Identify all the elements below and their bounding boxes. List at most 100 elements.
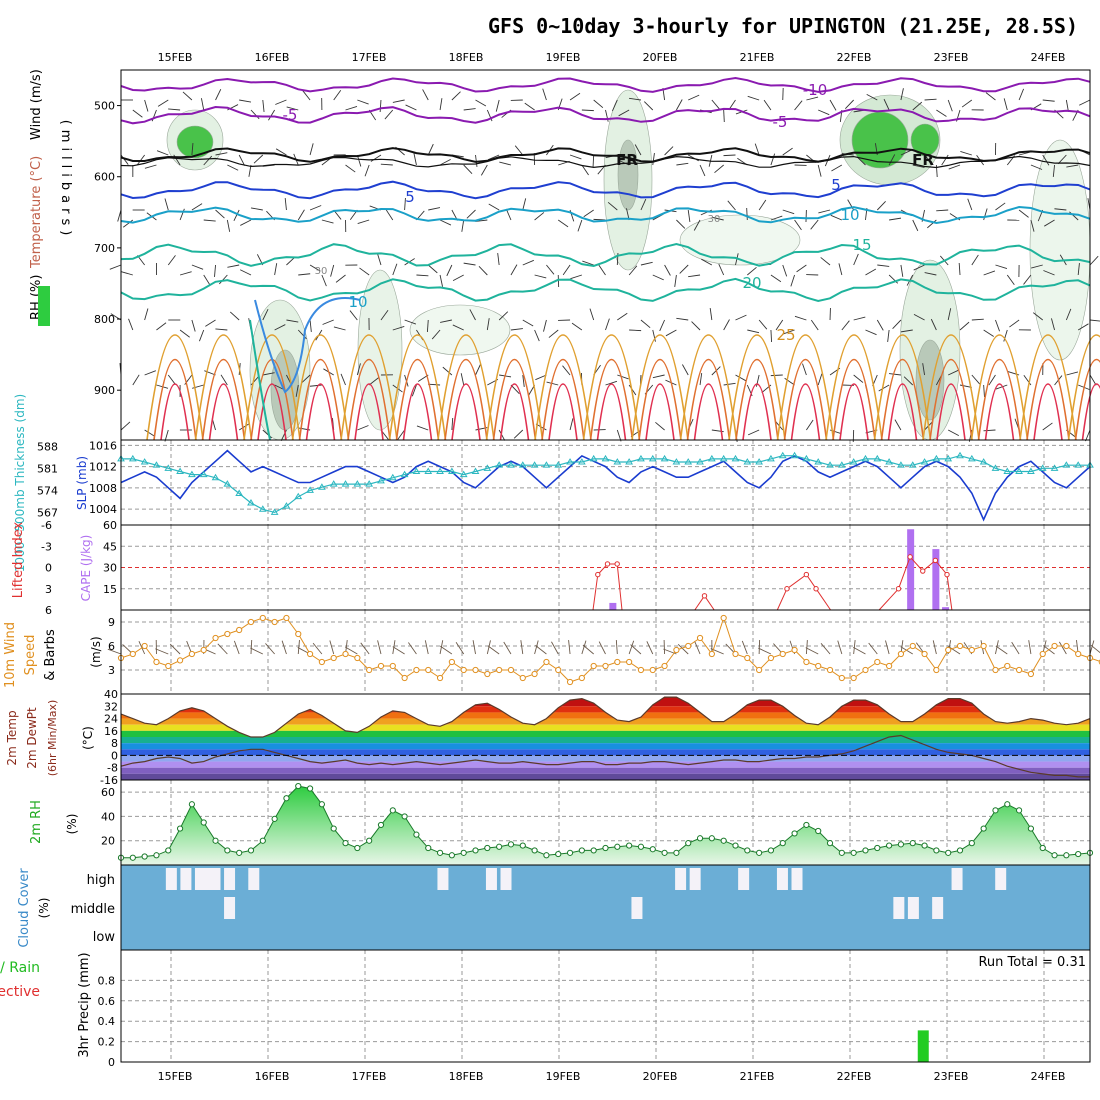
wind-barb — [995, 645, 1008, 655]
x-tick-label-bottom: 21FEB — [740, 1070, 775, 1083]
wind-barb — [770, 153, 776, 166]
wind-barb — [408, 642, 417, 655]
rh-line-point — [744, 847, 751, 854]
precip-tick-label: 0 — [108, 1056, 115, 1069]
wind-barb — [900, 329, 913, 333]
wind-barb — [250, 207, 263, 211]
thickness-tick-label: 588 — [37, 440, 58, 453]
wind-barb — [983, 329, 994, 337]
wind-barb — [345, 164, 356, 173]
wind-barb — [958, 262, 961, 276]
wind-speed-line-point — [212, 634, 219, 642]
rh-line-point — [732, 842, 739, 849]
wind-speed-line-point — [685, 642, 692, 650]
wind-barb — [424, 640, 429, 655]
cloud-cell — [689, 868, 701, 890]
temp-contour-warm — [693, 383, 724, 441]
thickness-axis-label: 1000~500mb Thickness (dm) — [13, 394, 27, 572]
wind-barb — [817, 164, 822, 177]
cape-bar — [609, 602, 617, 610]
rh-line-point — [850, 849, 857, 856]
thickness-line-point — [1015, 467, 1023, 474]
lifted-index-point — [932, 557, 939, 564]
thickness-line-point — [495, 461, 504, 468]
wind-speed-line-point — [188, 650, 196, 658]
wind-barb — [582, 644, 594, 655]
slp-tick-label: 1004 — [89, 503, 117, 516]
precip-bar — [917, 1030, 929, 1062]
wind-speed-line-point — [803, 658, 810, 666]
wind-barb — [297, 640, 300, 655]
wind-barb — [583, 209, 594, 218]
temp-contour-warm — [728, 334, 786, 441]
cape-bar — [907, 529, 915, 610]
wind-barb — [866, 93, 878, 101]
x-tick-label-top: 15FEB — [158, 51, 193, 64]
wind-speed-line-point — [236, 626, 243, 634]
rh-line-point — [767, 847, 775, 854]
wind-barb — [486, 640, 491, 655]
wind-barb — [971, 254, 979, 266]
wind-speed-line-point — [696, 634, 704, 642]
wind-barb — [1085, 429, 1091, 442]
thickness-line-point — [199, 470, 208, 478]
thickness-line-point — [802, 454, 811, 462]
wind-barb — [817, 373, 823, 386]
wind-barb — [275, 148, 287, 156]
y-tick-label: 800 — [94, 313, 115, 326]
wind-barb — [674, 274, 677, 287]
rh-line-point — [921, 842, 928, 849]
wind-speed-line-point — [342, 650, 349, 658]
wind-barb — [392, 646, 405, 655]
rh-line-point — [188, 801, 196, 808]
wind-speed-line-point — [318, 658, 325, 666]
rh-line-point — [838, 849, 845, 856]
wind-barb — [634, 144, 642, 156]
wind-barb — [1090, 644, 1100, 654]
temp-contour-warm — [485, 334, 544, 441]
thickness-line-point — [991, 464, 1000, 471]
thickness-line-point — [731, 454, 740, 462]
rh-line-point — [637, 843, 645, 850]
precip-tick-label: 0.2 — [98, 1036, 116, 1049]
wind-speed-line-point — [389, 662, 396, 670]
wind-barb — [892, 319, 902, 329]
x-tick-label-bottom: 16FEB — [255, 1070, 290, 1083]
wind-barb — [214, 264, 216, 277]
wind-barb — [691, 321, 701, 331]
thickness-line-point — [897, 461, 905, 468]
wind-barb — [253, 154, 264, 164]
wind-barb — [122, 219, 134, 228]
wind-barb — [522, 259, 535, 266]
thickness-line-point — [483, 464, 492, 471]
thickness-line-point — [471, 467, 480, 474]
temp-bands — [121, 697, 1090, 780]
wind-barb — [1031, 264, 1043, 269]
wind-barb — [551, 641, 559, 655]
cape-tick-label: 60 — [103, 519, 117, 532]
wind-barb — [379, 99, 382, 113]
wind-barb — [878, 384, 890, 392]
temp-contour-warm — [492, 358, 537, 441]
wind-barb — [676, 162, 689, 166]
panel-frame — [120, 949, 1091, 1063]
wind-barb — [1077, 323, 1089, 331]
li-tick-label: 6 — [45, 604, 52, 617]
wind-speed-line-point — [838, 674, 845, 682]
thickness-line-point — [1003, 467, 1012, 474]
rh-line-point — [685, 840, 692, 847]
wind-speed-line-point — [200, 646, 207, 654]
temp-unit-label: (°C) — [81, 726, 95, 750]
wind-barb — [569, 92, 581, 101]
wind-barb — [514, 145, 524, 156]
rh-line-point — [436, 849, 444, 856]
thickness-line-point — [837, 461, 846, 468]
rh-line-point — [566, 849, 574, 856]
wind-barb — [274, 324, 286, 331]
wind-barb — [652, 274, 664, 281]
cape-axis-label: CAPE (J/kg) — [79, 535, 93, 602]
wind-barb — [947, 99, 953, 112]
wind-barb — [983, 429, 996, 432]
wind-barb — [912, 101, 923, 111]
thickness-line-point — [719, 454, 728, 462]
